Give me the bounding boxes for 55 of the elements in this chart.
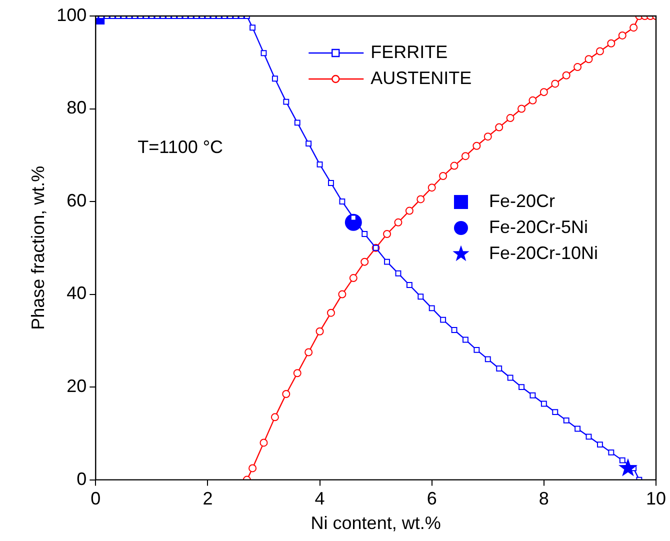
x-tick-label: 6	[426, 488, 437, 509]
point	[293, 369, 302, 378]
legend-label: Fe-20Cr-5Ni	[489, 216, 588, 237]
point	[304, 348, 313, 356]
point	[495, 123, 504, 132]
x-tick-label: 2	[202, 488, 213, 509]
point	[450, 162, 458, 170]
y-tick-label: 40	[66, 283, 87, 304]
y-tick-label: 0	[76, 468, 87, 489]
point	[439, 172, 448, 180]
point	[584, 55, 593, 64]
point	[540, 88, 548, 96]
point	[394, 218, 402, 226]
y-tick-label: 60	[66, 190, 87, 210]
point	[472, 142, 481, 150]
point	[260, 438, 268, 447]
annotation: T=1100 °C	[138, 136, 224, 157]
y-tick-label: 80	[66, 98, 87, 118]
point	[428, 184, 436, 192]
point	[349, 274, 358, 282]
point	[518, 104, 526, 113]
x-tick-label: 8	[538, 488, 549, 509]
point	[528, 96, 537, 104]
point	[607, 39, 616, 48]
point	[316, 327, 324, 336]
point	[360, 258, 369, 266]
x-tick-label: 4	[314, 488, 325, 509]
point	[630, 24, 638, 32]
point	[338, 290, 346, 298]
point	[596, 47, 604, 56]
point	[551, 80, 560, 88]
point	[416, 195, 425, 204]
point	[562, 71, 570, 80]
point	[506, 114, 514, 122]
legend-label: FERRITE	[370, 42, 448, 62]
y-axis-title: Phase fraction, wt.%	[28, 166, 48, 330]
point	[248, 464, 257, 472]
legend-label: Fe-20Cr	[489, 190, 556, 211]
point	[326, 308, 335, 317]
y-tick-label: 20	[66, 376, 87, 396]
legend-label: AUSTENITE	[370, 68, 472, 88]
point	[282, 390, 290, 398]
point	[574, 63, 582, 72]
y-tick-label: 100	[56, 4, 87, 25]
point	[618, 31, 626, 40]
point	[383, 230, 392, 238]
legend-label: Fe-20Cr-10Ni	[489, 242, 598, 263]
point	[618, 458, 638, 476]
x-tick-label: 0	[90, 488, 101, 509]
point	[270, 413, 279, 422]
x-tick-label: 10	[646, 488, 666, 509]
x-axis-title: Ni content, wt.%	[310, 513, 441, 534]
point	[484, 132, 492, 141]
point	[461, 152, 470, 160]
point	[405, 206, 414, 215]
